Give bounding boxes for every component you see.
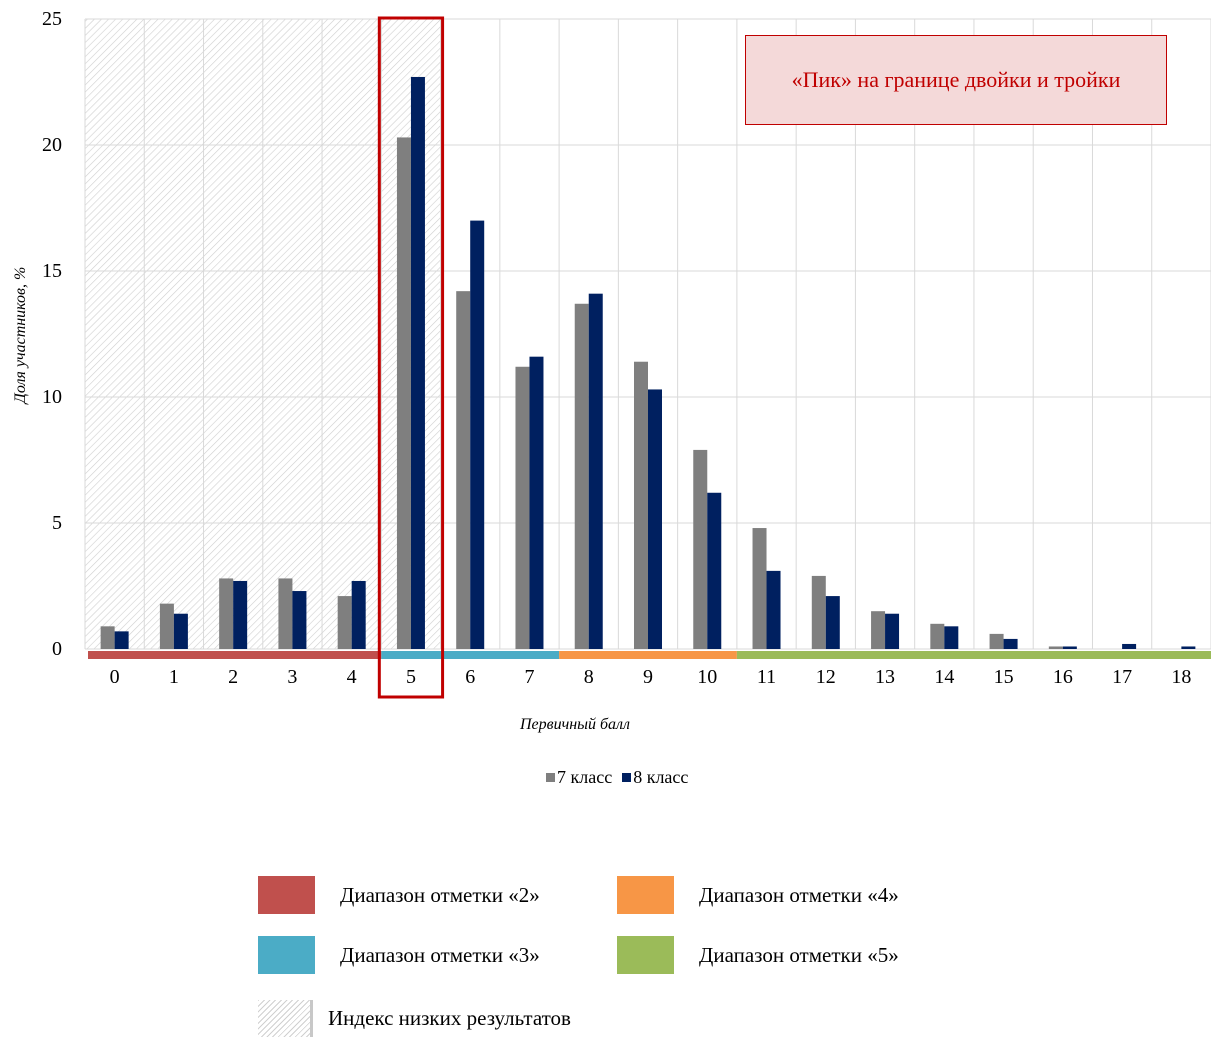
- peak-highlight-box: [377, 16, 445, 699]
- legend-label-7: 7 класс: [557, 767, 613, 787]
- bar-8-класс-14: [944, 626, 959, 649]
- x-tick-label: 14: [934, 666, 954, 688]
- y-tick-label: 20: [42, 134, 62, 156]
- x-tick-label: 2: [228, 666, 238, 688]
- range-swatch-3: [258, 936, 315, 974]
- range-legend-item-3: Диапазон отметки «3»: [258, 936, 540, 974]
- range-legend-item-4: Диапазон отметки «4»: [617, 876, 899, 914]
- bar-8-класс-1: [173, 613, 188, 649]
- range-label-5: Диапазон отметки «5»: [699, 942, 899, 967]
- bar-7-класс-7: [515, 366, 530, 649]
- y-tick-label: 10: [42, 386, 62, 408]
- low-results-label: Индекс низких результатов: [328, 1006, 571, 1030]
- bar-7-класс-5: [396, 137, 411, 649]
- bar-7-класс-4: [337, 596, 352, 649]
- y-tick-label: 5: [52, 512, 62, 534]
- bar-8-класс-2: [233, 580, 248, 649]
- bar-7-класс-6: [456, 291, 471, 649]
- bar-7-класс-0: [100, 626, 115, 649]
- x-tick-label: 6: [465, 666, 475, 688]
- x-tick-label: 8: [584, 666, 594, 688]
- legend-item-8: 8 класс: [622, 767, 688, 788]
- range-legend-item-2: Диапазон отметки «2»: [258, 876, 540, 914]
- grade-range-band: [736, 651, 1211, 659]
- y-tick-label: 0: [52, 638, 62, 660]
- bar-7-класс-14: [930, 623, 945, 649]
- bar-7-класс-3: [278, 578, 293, 649]
- range-swatch-4: [617, 876, 674, 914]
- x-tick-label: 10: [697, 666, 717, 688]
- bar-8-класс-5: [410, 76, 425, 649]
- legend-item-7: 7 класс: [546, 767, 612, 788]
- bar-7-класс-2: [219, 578, 234, 649]
- bar-8-класс-12: [825, 596, 840, 649]
- legend-swatch-8: [622, 773, 632, 782]
- x-tick-label: 9: [643, 666, 653, 688]
- range-label-2: Диапазон отметки «2»: [340, 882, 540, 907]
- bar-7-класс-12: [811, 575, 826, 649]
- x-tick-label: 17: [1112, 666, 1132, 688]
- bar-8-класс-15: [1003, 638, 1018, 649]
- y-axis-label: Доля участников, %: [12, 266, 29, 404]
- bar-7-класс-8: [574, 303, 589, 649]
- x-tick-label: 4: [347, 666, 357, 688]
- x-axis-label: Первичный балл: [519, 716, 630, 733]
- x-tick-label: 7: [524, 666, 534, 688]
- range-label-4: Диапазон отметки «4»: [699, 882, 899, 907]
- bar-8-класс-10: [707, 492, 722, 649]
- bar-8-класс-0: [114, 631, 129, 649]
- bar-8-класс-16: [1062, 646, 1077, 649]
- grade-range-band: [559, 651, 737, 659]
- x-tick-label: 16: [1053, 666, 1073, 688]
- y-tick-label: 25: [42, 8, 62, 30]
- range-legend-item-5: Диапазон отметки «5»: [617, 936, 899, 974]
- range-swatch-2: [258, 876, 315, 914]
- x-tick-label: 0: [110, 666, 120, 688]
- bar-7-класс-15: [989, 633, 1004, 649]
- low-results-legend-item: Индекс низких результатов: [258, 1000, 571, 1037]
- bar-8-класс-7: [529, 356, 544, 649]
- x-tick-label: 3: [287, 666, 297, 688]
- bar-8-класс-6: [470, 220, 485, 649]
- x-tick-label: 12: [816, 666, 836, 688]
- bar-7-класс-1: [159, 603, 174, 649]
- x-tick-label: 15: [994, 666, 1014, 688]
- legend-label-8: 8 класс: [633, 767, 689, 787]
- bar-8-класс-9: [648, 389, 662, 649]
- bar-7-класс-10: [693, 449, 708, 649]
- bar-8-класс-3: [292, 591, 307, 649]
- bar-8-класс-17: [1122, 643, 1137, 649]
- bar-7-класс-16: [1048, 646, 1063, 649]
- bar-8-класс-8: [588, 293, 603, 649]
- bar-8-класс-18: [1181, 646, 1196, 649]
- bar-7-класс-9: [634, 361, 648, 649]
- grade-range-band: [381, 651, 560, 659]
- legend-swatch-7: [546, 773, 555, 782]
- range-swatch-5: [617, 936, 674, 974]
- bar-8-класс-11: [766, 570, 781, 649]
- bar-7-класс-11: [752, 528, 767, 649]
- x-tick-label: 5: [406, 666, 416, 688]
- range-label-3: Диапазон отметки «3»: [340, 942, 540, 967]
- grade-range-band: [88, 651, 382, 659]
- y-tick-label: 15: [42, 260, 62, 282]
- bar-8-класс-13: [885, 613, 900, 649]
- low-results-swatch: [258, 1000, 313, 1037]
- x-tick-label: 18: [1171, 666, 1191, 688]
- x-tick-label: 1: [169, 666, 179, 688]
- x-tick-label: 13: [875, 666, 895, 688]
- bar-7-класс-13: [871, 611, 886, 649]
- bar-8-класс-4: [351, 580, 366, 649]
- peak-annotation: «Пик» на границе двойки и тройки: [745, 35, 1167, 125]
- x-tick-label: 11: [757, 666, 776, 688]
- series-legend: 7 класс 8 класс: [546, 767, 688, 788]
